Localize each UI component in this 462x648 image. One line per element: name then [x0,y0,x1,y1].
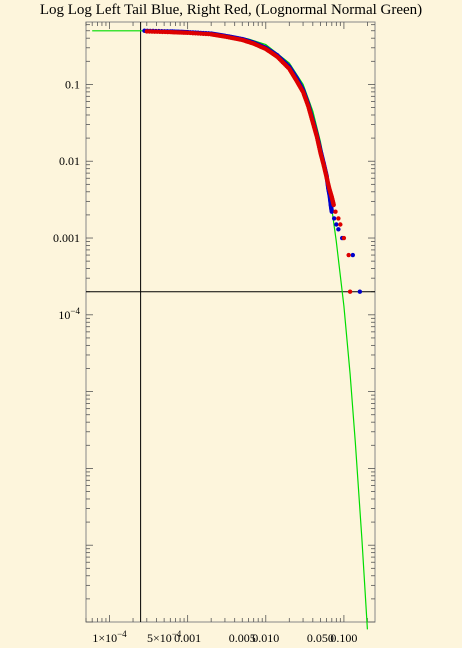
series-point-right-tail [333,209,338,214]
series-point-left-tail [334,222,339,227]
series-line-lognormal [92,30,368,630]
y-tick-label: 0.01 [59,154,80,168]
series-point-left-tail [357,289,363,294]
series-point-left-tail [331,216,337,221]
y-tick-label: 0.1 [65,77,80,91]
x-tick-label: 0.050 [307,631,334,645]
chart-title: Log Log Left Tail Blue, Right Red, (Logn… [39,2,423,18]
y-tick-label: 0.001 [53,231,80,245]
x-tick-label: 0.005 [229,631,256,645]
x-tick-label: 0.010 [252,631,279,645]
y-tick-label: 10−4 [58,306,80,322]
series-point-right-tail [338,222,343,227]
series-point-right-tail [341,235,347,241]
plot-frame [85,21,376,623]
x-tick-label: 5×10−4 [147,629,182,645]
series-point-right-tail [331,202,336,208]
series-point-left-tail [329,209,335,214]
series-point-right-tail [346,252,351,258]
series-point-right-tail [347,289,353,294]
series-point-left-tail [336,227,341,232]
series-point-right-tail [336,216,341,221]
x-tick-label: 1×10−4 [92,629,127,645]
x-tick-label: 0.100 [330,631,357,645]
series-point-left-tail [350,252,356,258]
x-tick-label: 0.001 [174,631,201,645]
